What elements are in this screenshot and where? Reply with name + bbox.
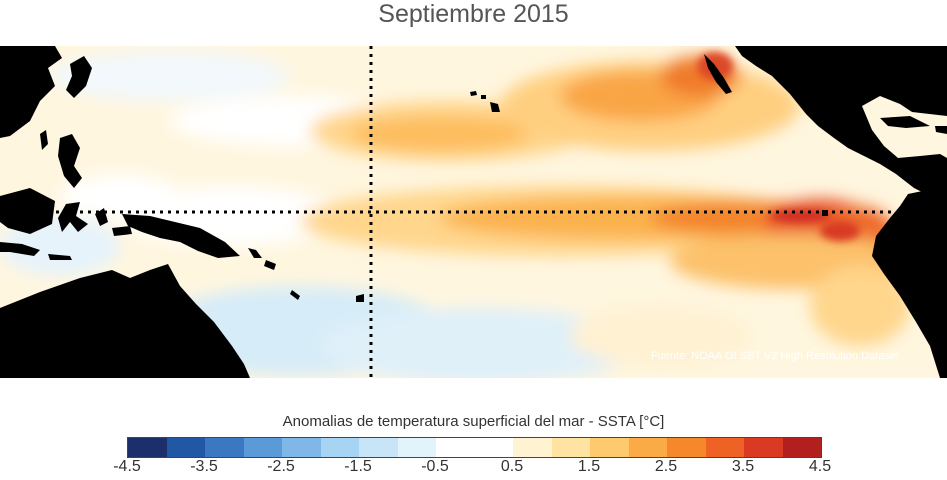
land-moluccas (95, 208, 132, 236)
colorbar (127, 437, 822, 458)
colorbar-segment (128, 438, 167, 457)
land-japan (66, 56, 92, 98)
land-philippines (58, 134, 82, 188)
colorbar-segment (667, 438, 706, 457)
colorbar-segment (282, 438, 321, 457)
land-fiji (356, 294, 364, 302)
colorbar-segment (166, 438, 205, 457)
land-hawaii (470, 91, 500, 112)
colorbar-tick-label: -2.5 (267, 458, 295, 475)
colorbar-tick-label: 1.5 (577, 458, 601, 475)
colorbar-tick-label: -4.5 (113, 458, 141, 475)
colorbar-segment (359, 438, 398, 457)
colorbar-segment (243, 438, 282, 457)
colorbar-segment (744, 438, 783, 457)
colorbar-tick-label: -1.5 (344, 458, 372, 475)
land-borneo (0, 188, 55, 234)
land-hispaniola (935, 126, 947, 134)
land-new-caledonia (290, 290, 300, 300)
land-sulawesi (58, 202, 88, 232)
anomaly-field (0, 51, 910, 378)
land-baja-california (704, 54, 732, 94)
land-north-america (735, 46, 947, 196)
land-masses (0, 46, 947, 378)
ssta-map (0, 46, 947, 378)
land-taiwan (40, 130, 48, 150)
colorbar-segment (205, 438, 244, 457)
colorbar-tick-label: 2.5 (654, 458, 678, 475)
source-credit: Fuente: NOAA OI SST V2 High Resolution D… (650, 350, 899, 362)
colorbar-title: Anomalias de temperatura superficial del… (282, 413, 665, 430)
colorbar-segment (628, 438, 667, 457)
colorbar-tick-label: 0.5 (500, 458, 524, 475)
colorbar-segment (590, 438, 629, 457)
colorbar-tick-label: -0.5 (421, 458, 449, 475)
colorbar-segment (551, 438, 590, 457)
colorbar-tick-label: -3.5 (190, 458, 218, 475)
colorbar-tick-label: 3.5 (731, 458, 755, 475)
land-solomons (248, 248, 276, 270)
land-new-guinea (122, 214, 240, 258)
land-south-america (872, 186, 947, 378)
colorbar-ticks: -4.5 -3.5 -2.5 -1.5 -0.5 0.5 1.5 2.5 3.5 4.5 (0, 458, 947, 480)
colorbar-segment (474, 438, 513, 457)
land-australia (0, 264, 250, 378)
colorbar-segment (436, 438, 475, 457)
colorbar-segment (320, 438, 359, 457)
colorbar-segment (782, 438, 821, 457)
land-east-asia (0, 46, 62, 138)
land-cuba (880, 116, 930, 128)
colorbar-segment (705, 438, 744, 457)
colorbar-tick-label: 4.5 (808, 458, 832, 475)
colorbar-segment (513, 438, 552, 457)
map-title: Septiembre 2015 (378, 0, 569, 28)
land-java (0, 242, 72, 260)
colorbar-segment (397, 438, 436, 457)
